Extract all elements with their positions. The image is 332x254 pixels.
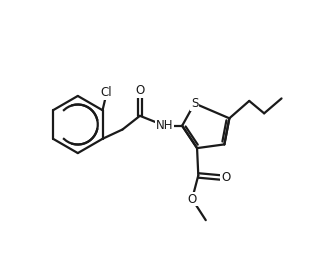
Text: O: O [135,85,144,98]
Text: O: O [188,193,197,205]
Text: Cl: Cl [101,86,113,99]
Text: S: S [191,97,198,110]
Text: NH: NH [156,119,174,132]
Text: O: O [221,171,230,184]
